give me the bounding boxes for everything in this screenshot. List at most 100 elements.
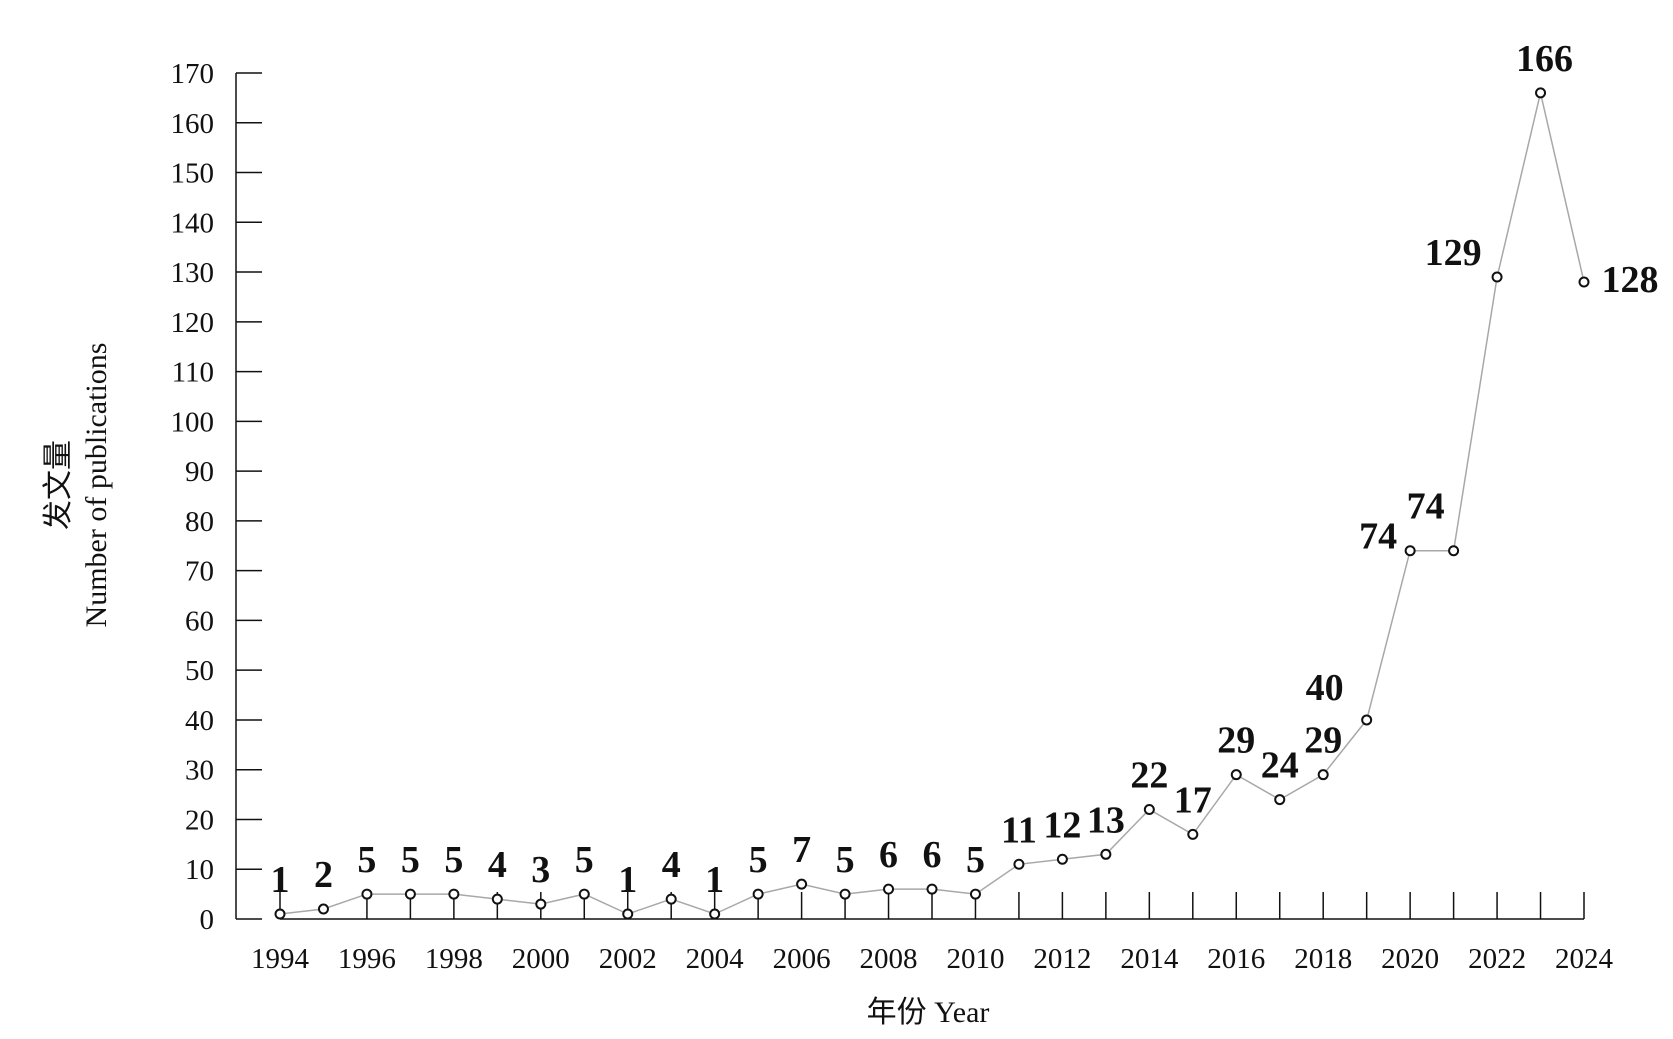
x-tick-label: 1994 — [251, 943, 310, 975]
data-point — [578, 888, 590, 900]
data-point — [1535, 87, 1547, 99]
data-label: 29 — [1217, 720, 1255, 762]
y-tick-label: 0 — [200, 904, 215, 936]
data-point — [709, 908, 721, 920]
data-point — [535, 898, 547, 910]
y-tick-label: 150 — [171, 158, 215, 190]
data-point — [752, 888, 764, 900]
data-point — [1578, 276, 1590, 288]
y-tick-label: 170 — [171, 58, 215, 90]
y-tick-label: 40 — [185, 705, 214, 737]
data-point — [361, 888, 373, 900]
y-tick-label: 10 — [185, 854, 214, 886]
y-tick-label: 160 — [171, 108, 215, 140]
y-tick-label: 130 — [171, 257, 215, 289]
y-axis-title-cn: 发文量 — [42, 440, 75, 530]
data-markers — [274, 87, 1590, 920]
data-labels: 1 2 5 5 5 4 3 5 1 4 1 5 7 5 6 6 511 12 1322172924294074741… — [271, 38, 1659, 901]
x-tick-label: 2016 — [1207, 943, 1265, 975]
data-point — [404, 888, 416, 900]
x-axis: 1994 1996 1998 2000 2002 2004 2006 2008 2010 2012… — [251, 892, 1614, 975]
data-label: 40 — [1306, 667, 1344, 709]
data-label: 4 — [662, 844, 681, 886]
x-tick-label: 2010 — [946, 943, 1004, 975]
x-tick-label: 2024 — [1555, 943, 1614, 975]
data-point — [839, 888, 851, 900]
data-point — [1100, 848, 1112, 860]
data-label: 74 — [1407, 486, 1445, 528]
x-tick-label: 2000 — [512, 943, 570, 975]
x-tick-label: 1998 — [425, 943, 483, 975]
data-point — [1491, 271, 1503, 283]
x-tick-label: 2014 — [1120, 943, 1179, 975]
y-tick-label: 120 — [171, 307, 215, 339]
data-point — [665, 893, 677, 905]
data-point — [274, 908, 286, 920]
data-label: 5 — [444, 839, 463, 881]
y-tick-label: 50 — [185, 655, 214, 687]
data-label: 3 — [531, 849, 550, 891]
data-label: 7 — [792, 829, 811, 871]
data-point — [317, 903, 329, 915]
x-tick-label: 2008 — [860, 943, 918, 975]
data-label: 128 — [1602, 259, 1659, 301]
data-point — [1317, 769, 1329, 781]
data-label: 2 — [314, 854, 333, 896]
data-label: 5 — [575, 839, 594, 881]
data-label: 24 — [1261, 745, 1299, 787]
data-point — [1056, 853, 1068, 865]
data-label: 1 — [705, 859, 724, 901]
x-tick-label: 2002 — [599, 943, 657, 975]
x-axis-title: 年份 Year — [867, 996, 990, 1029]
data-point — [969, 888, 981, 900]
data-point — [926, 883, 938, 895]
y-axis: 0 10 20 30 40 50 60 70 80 90 100 110 120 130 140 150 160… — [171, 58, 262, 936]
x-tick-label: 2006 — [773, 943, 831, 975]
data-point — [448, 888, 460, 900]
data-point — [1361, 714, 1373, 726]
x-tick-label: 2004 — [686, 943, 745, 975]
y-tick-label: 20 — [185, 804, 214, 836]
data-point — [622, 908, 634, 920]
x-tick-label: 2020 — [1381, 943, 1439, 975]
data-point — [1013, 858, 1025, 870]
y-axis-title: 发文量 Number of publications — [42, 343, 113, 628]
data-label: 17 — [1174, 779, 1212, 821]
data-label: 5 — [966, 839, 985, 881]
data-label: 6 — [879, 834, 898, 876]
data-label: 11 — [1001, 809, 1037, 851]
data-label: 29 — [1304, 720, 1342, 762]
data-label: 5 — [749, 839, 768, 881]
data-point — [1187, 828, 1199, 840]
data-label: 5 — [836, 839, 855, 881]
data-label: 5 — [401, 839, 420, 881]
data-point — [1404, 545, 1416, 557]
data-label: 5 — [357, 839, 376, 881]
data-point — [1230, 769, 1242, 781]
data-point — [1143, 804, 1155, 816]
y-tick-label: 60 — [185, 605, 214, 637]
series-polyline — [279, 92, 1585, 915]
data-point — [883, 883, 895, 895]
x-tick-label: 1996 — [338, 943, 396, 975]
data-label: 1 — [271, 859, 290, 901]
data-label: 22 — [1130, 755, 1168, 797]
x-tick-label: 2012 — [1033, 943, 1091, 975]
data-label: 12 — [1043, 804, 1081, 846]
y-tick-label: 80 — [185, 506, 214, 538]
data-point — [796, 878, 808, 890]
data-label: 74 — [1359, 516, 1397, 558]
data-label: 6 — [923, 834, 942, 876]
x-tick-label: 2018 — [1294, 943, 1352, 975]
data-label: 166 — [1516, 38, 1573, 80]
y-axis-title-en: Number of publications — [80, 343, 113, 628]
data-point — [1448, 545, 1460, 557]
y-tick-label: 100 — [171, 406, 215, 438]
data-label: 4 — [488, 844, 507, 886]
y-tick-label: 110 — [172, 357, 214, 389]
y-tick-label: 30 — [185, 755, 214, 787]
series-line — [279, 92, 1585, 915]
data-point — [491, 893, 503, 905]
